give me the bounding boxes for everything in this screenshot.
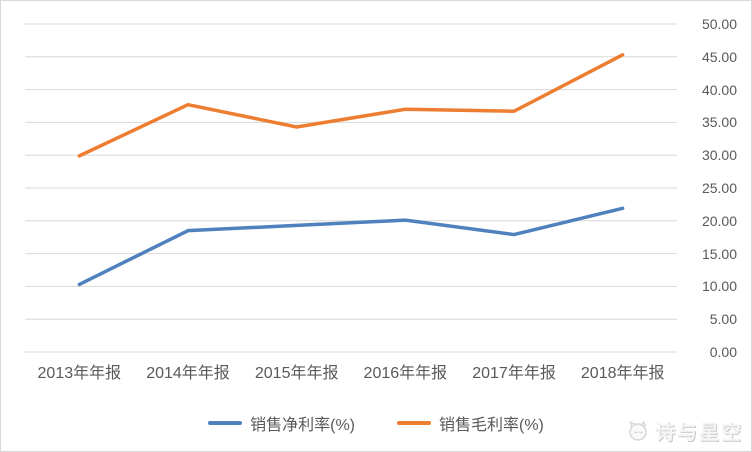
y-tick-label: 10.00 bbox=[701, 278, 737, 295]
x-axis-label: 2015年年报 bbox=[254, 365, 339, 382]
legend-item-0: 销售净利率(%) bbox=[208, 411, 355, 435]
x-axis-label: 2018年年报 bbox=[580, 365, 665, 382]
y-tick-label: 25.00 bbox=[701, 180, 737, 196]
legend-label: 销售净利率(%) bbox=[250, 417, 355, 434]
y-tick-label: 30.00 bbox=[701, 147, 737, 164]
x-axis-label: 2017年年报 bbox=[472, 365, 556, 382]
y-tick-label: 40.00 bbox=[701, 81, 737, 98]
series-line-1 bbox=[77, 53, 625, 158]
y-tick-label: 50.00 bbox=[701, 16, 737, 32]
x-axis-category-labels: 2013年年报 2014年年报 2015年年报 2016年年报 2017年年报 2018年… bbox=[25, 359, 677, 383]
legend-line-swatch bbox=[397, 421, 431, 425]
chart-legend: 销售净利率(%) 销售毛利率(%) bbox=[1, 411, 751, 435]
legend-label: 销售毛利率(%) bbox=[439, 417, 544, 434]
legend-line-swatch bbox=[208, 421, 243, 425]
y-tick-label: 45.00 bbox=[701, 48, 737, 65]
y-tick-label: 15.00 bbox=[701, 245, 737, 262]
legend-item-1: 销售毛利率(%) bbox=[397, 411, 544, 435]
y-tick-label: 35.00 bbox=[701, 114, 737, 131]
x-axis-label: 2016年年报 bbox=[363, 365, 448, 382]
x-axis-label: 2013年年报 bbox=[37, 365, 122, 382]
y-tick-label: 5.00 bbox=[709, 311, 737, 328]
series-line-0 bbox=[77, 206, 625, 287]
y-tick-label: 20.00 bbox=[701, 212, 737, 229]
y-tick-label: 0.00 bbox=[709, 344, 737, 360]
x-axis-label: 2014年年报 bbox=[146, 365, 230, 382]
